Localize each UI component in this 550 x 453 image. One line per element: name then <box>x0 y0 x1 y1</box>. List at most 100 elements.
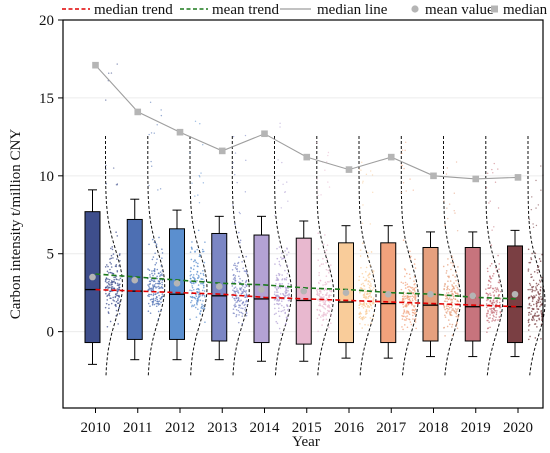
scatter-point <box>190 258 193 261</box>
scatter-point <box>273 313 276 316</box>
scatter-point <box>155 305 158 308</box>
scatter-point <box>362 276 365 279</box>
scatter-point <box>284 311 287 314</box>
scatter-point <box>531 286 534 289</box>
mean-value-marker <box>215 283 223 290</box>
scatter-point <box>104 280 107 283</box>
scatter-point <box>118 254 121 256</box>
scatter-point <box>450 298 452 301</box>
scatter-point <box>234 306 236 308</box>
scatter-point <box>203 285 205 287</box>
scatter-point <box>110 257 112 260</box>
scatter-point <box>191 285 193 287</box>
scatter-point <box>498 318 501 321</box>
scatter-point <box>485 288 487 290</box>
scatter-point <box>371 289 374 291</box>
scatter-point <box>203 307 206 310</box>
axes: 0 5 10 15 20 2010 2011 2012 2013 2014 2015 2016 2017… <box>39 13 544 436</box>
scatter-point <box>371 307 373 309</box>
scatter-point <box>108 294 111 297</box>
scatter-point <box>279 302 281 305</box>
scatter-point <box>151 298 153 300</box>
scatter-point <box>400 288 403 291</box>
scatter-point <box>400 281 403 284</box>
scatter-point <box>363 317 365 320</box>
scatter-point <box>288 299 290 302</box>
scatter-point <box>362 307 365 309</box>
scatter-point <box>539 281 542 283</box>
scatter-point <box>113 276 115 279</box>
scatter-point <box>527 325 530 327</box>
outlier-point <box>535 207 537 209</box>
scatter-point <box>233 276 236 279</box>
scatter-point <box>454 308 457 310</box>
scatter-point <box>450 268 452 271</box>
scatter-point <box>325 299 328 302</box>
scatter-point <box>499 306 502 309</box>
scatter-point <box>538 298 541 300</box>
scatter-point <box>527 307 529 309</box>
scatter-point <box>115 300 118 303</box>
scatter-point <box>408 285 410 288</box>
scatter-point <box>493 297 496 300</box>
legend-label-median-line: median line <box>317 2 388 18</box>
outlier-point <box>279 122 281 125</box>
scatter-point <box>406 297 408 300</box>
y-tick-label: 15 <box>39 91 54 107</box>
scatter-point <box>192 282 194 284</box>
scatter-point <box>198 288 200 291</box>
scatter-point <box>107 272 110 274</box>
scatter-point <box>404 287 407 289</box>
scatter-point <box>495 288 498 291</box>
scatter-point <box>157 317 160 320</box>
scatter-point <box>404 281 407 284</box>
scatter-point <box>245 300 247 303</box>
jitter-points <box>104 63 544 341</box>
scatter-point <box>358 306 360 309</box>
scatter-point <box>539 305 541 308</box>
scatter-point <box>452 264 454 267</box>
scatter-point <box>487 310 489 313</box>
scatter-point <box>451 326 453 328</box>
outlier-point <box>316 178 318 180</box>
scatter-point <box>325 318 328 321</box>
scatter-point <box>325 314 327 317</box>
scatter-point <box>540 295 542 298</box>
scatter-point <box>325 261 327 264</box>
scatter-point <box>412 318 414 320</box>
scatter-point <box>328 289 331 292</box>
scatter-point <box>107 278 109 280</box>
scatter-point <box>369 288 372 291</box>
scatter-point <box>159 274 162 276</box>
outlier-point <box>401 152 403 155</box>
scatter-point <box>161 269 164 272</box>
scatter-point <box>239 304 241 307</box>
scatter-point <box>194 306 197 309</box>
scatter-point <box>534 312 537 315</box>
scatter-point <box>493 301 496 304</box>
scatter-point <box>285 289 287 291</box>
scatter-point <box>280 300 283 302</box>
scatter-point <box>288 313 290 316</box>
scatter-point <box>233 287 236 290</box>
scatter-point <box>455 312 458 315</box>
scatter-point <box>413 296 415 298</box>
scatter-point <box>234 279 237 282</box>
scatter-point <box>149 288 151 291</box>
outlier-point <box>115 184 118 186</box>
series-median-trend <box>95 288 519 308</box>
scatter-point <box>275 279 278 282</box>
scatter-point <box>410 323 413 326</box>
y-axis-title: Carbon intensity t/million CNY <box>8 129 24 320</box>
scatter-point <box>156 296 158 299</box>
scatter-point <box>456 308 458 311</box>
outlier-point <box>320 194 322 196</box>
scatter-point <box>407 303 410 306</box>
scatter-point <box>193 296 196 299</box>
scatter-point <box>363 284 365 287</box>
scatter-point <box>118 296 121 298</box>
scatter-point <box>153 273 156 275</box>
scatter-point <box>198 296 200 298</box>
outlier-point <box>277 159 279 161</box>
scatter-point <box>241 284 244 287</box>
